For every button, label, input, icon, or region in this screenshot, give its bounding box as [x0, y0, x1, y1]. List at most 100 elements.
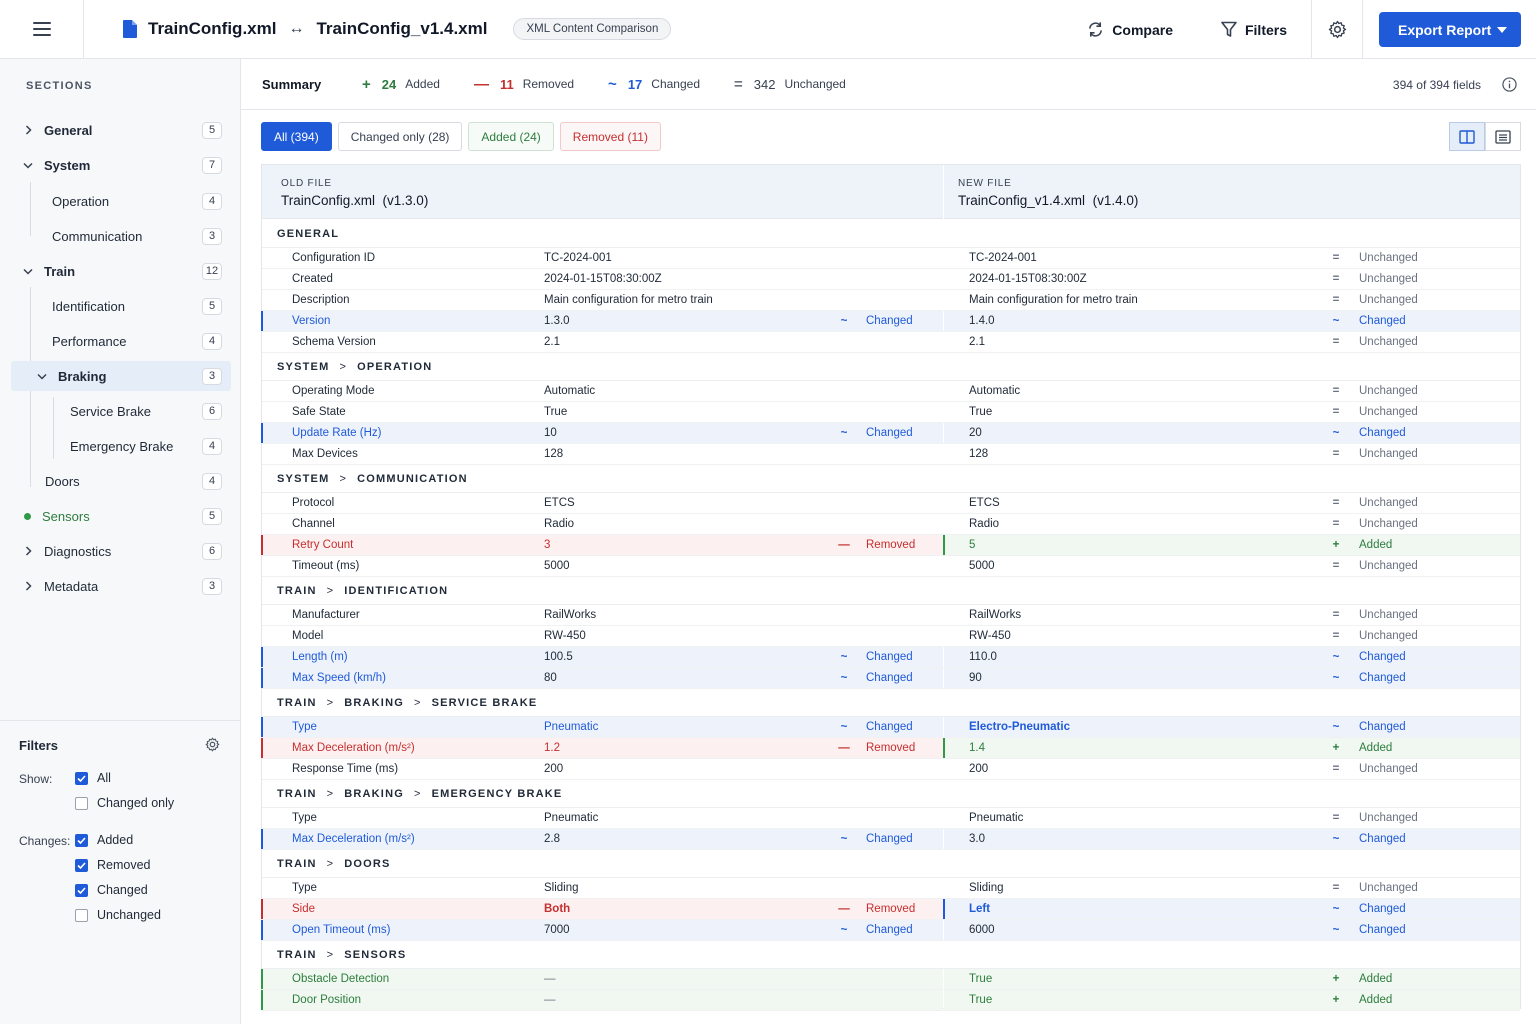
tab-all[interactable]: All (394) [261, 122, 332, 151]
diff-row[interactable]: Operating Mode Automatic Automatic = Unchang… [262, 381, 1520, 402]
new-value: RW-450 [969, 630, 1011, 642]
diff-row[interactable]: Response Time (ms) 200 200 = Unchanged [262, 759, 1520, 780]
field-name: Max Deceleration (m/s²) [292, 742, 415, 754]
refresh-icon [1089, 22, 1103, 37]
diff-row[interactable]: Open Timeout (ms) 7000 ~ Changed 6000 ~ Change… [261, 920, 1520, 941]
filter-removed[interactable]: Removed [75, 858, 151, 872]
sidebar-item-operation[interactable]: Operation 4 [11, 186, 231, 216]
diff-row[interactable]: Configuration ID TC-2024-001 TC-2024-001 = U… [262, 248, 1520, 269]
diff-row[interactable]: Obstacle Detection — True + Added [261, 969, 1520, 990]
sidebar-item-communication[interactable]: Communication 3 [11, 221, 231, 251]
sections-title: SECTIONS [26, 80, 93, 92]
sidebar-item-general[interactable]: General 5 [11, 115, 231, 145]
split-view-button[interactable] [1449, 122, 1485, 151]
change-marker [261, 311, 263, 331]
change-marker [261, 738, 263, 758]
stat-added[interactable]: + 24 Added [362, 75, 440, 93]
compare-button[interactable]: Compare [1063, 0, 1197, 59]
sidebar-item-identification[interactable]: Identification 5 [11, 291, 231, 321]
count-badge: 4 [202, 332, 222, 350]
old-value: Radio [544, 518, 575, 530]
sidebar-item-braking[interactable]: Braking 3 [11, 361, 231, 391]
unchanged-symbol-icon: = [1332, 273, 1340, 285]
gear-icon[interactable] [205, 737, 220, 752]
filter-show-all[interactable]: All [75, 771, 111, 785]
section-path-part: SYSTEM [277, 360, 330, 373]
new-status: Changed [1359, 721, 1406, 733]
sidebar-item-train[interactable]: Train 12 [11, 256, 231, 286]
new-value: 128 [969, 448, 989, 460]
unified-view-button[interactable] [1485, 122, 1521, 151]
filter-unchanged[interactable]: Unchanged [75, 908, 161, 922]
row-highlight [262, 969, 943, 989]
diff-row[interactable]: Max Deceleration (m/s²) 1.2 — Removed 1.4 + Ad… [261, 738, 1520, 759]
menu-button[interactable] [0, 0, 84, 59]
row-highlight [262, 311, 943, 331]
diff-row[interactable]: Max Deceleration (m/s²) 2.8 ~ Changed 3.0 ~ Ch… [261, 829, 1520, 850]
diff-row[interactable]: Timeout (ms) 5000 5000 = Unchanged [262, 556, 1520, 577]
diff-row[interactable]: Safe State True True = Unchanged [262, 402, 1520, 423]
field-name: Retry Count [292, 539, 354, 551]
diff-row[interactable]: Retry Count 3 — Removed 5 + Added [261, 535, 1520, 556]
old-status: Removed [866, 539, 916, 551]
diff-row[interactable]: Schema Version 2.1 2.1 = Unchanged [262, 332, 1520, 353]
diff-row[interactable]: Protocol ETCS ETCS = Unchanged [262, 493, 1520, 514]
change-marker [261, 829, 263, 849]
filter-changed[interactable]: Changed [75, 883, 148, 897]
diff-row[interactable]: Channel Radio Radio = Unchanged [262, 514, 1520, 535]
sidebar-item-sensors[interactable]: Sensors 5 [11, 501, 231, 531]
chevron-right-icon [25, 125, 32, 135]
new-value: 200 [969, 763, 989, 775]
diff-row[interactable]: Description Main configuration for metro … [262, 290, 1520, 311]
sidebar-item-emergency-brake[interactable]: Emergency Brake 4 [11, 431, 231, 461]
section-path-part: SENSORS [344, 948, 407, 961]
stat-removed[interactable]: — 11 Removed [473, 75, 575, 93]
diff-row[interactable]: Max Speed (km/h) 80 ~ Changed 90 ~ Changed [261, 668, 1520, 689]
field-name: Type [292, 882, 317, 894]
minus-icon: — [473, 75, 489, 93]
new-value: 6000 [969, 924, 995, 936]
row-highlight [944, 717, 1520, 737]
unchanged-symbol-icon: = [1332, 763, 1340, 775]
stat-unchanged[interactable]: = 342 Unchanged [734, 75, 846, 93]
diff-row[interactable]: Length (m) 100.5 ~ Changed 110.0 ~ Changed [261, 647, 1520, 668]
changed-symbol-icon: ~ [1332, 427, 1340, 439]
diff-row[interactable]: Type Sliding Sliding = Unchanged [262, 878, 1520, 899]
stat-changed[interactable]: ~ 17 Changed [608, 75, 700, 93]
diff-row[interactable]: Manufacturer RailWorks RailWorks = Unchanged [262, 605, 1520, 626]
info-icon[interactable] [1502, 77, 1517, 92]
diff-row[interactable]: Model RW-450 RW-450 = Unchanged [262, 626, 1520, 647]
list-view-icon [1495, 129, 1511, 144]
filter-icon [1221, 21, 1237, 37]
diff-row[interactable]: Side Both — Removed Left ~ Changed [261, 899, 1520, 920]
sidebar-item-doors[interactable]: Doors 4 [11, 466, 231, 496]
diff-row[interactable]: Update Rate (Hz) 10 ~ Changed 20 ~ Changed [261, 423, 1520, 444]
tab-added[interactable]: Added (24) [468, 122, 554, 151]
sidebar-item-diagnostics[interactable]: Diagnostics 6 [11, 536, 231, 566]
diff-row[interactable]: Version 1.3.0 ~ Changed 1.4.0 ~ Changed [261, 311, 1520, 332]
field-name: Obstacle Detection [292, 973, 390, 985]
filters-button[interactable]: Filters [1197, 0, 1311, 59]
tab-changed-only[interactable]: Changed only (28) [337, 122, 463, 151]
diff-row[interactable]: Max Devices 128 128 = Unchanged [262, 444, 1520, 465]
sidebar-item-performance[interactable]: Performance 4 [11, 326, 231, 356]
filter-show-changed-only[interactable]: Changed only [75, 796, 174, 810]
export-report-button[interactable]: Export Report [1379, 12, 1521, 47]
sidebar-item-service-brake[interactable]: Service Brake 6 [11, 396, 231, 426]
row-highlight [262, 990, 943, 1010]
old-file-header: OLD FILE TrainConfig.xml (v1.3.0) [262, 165, 943, 219]
diff-table: OLD FILE TrainConfig.xml (v1.3.0) NEW FI… [261, 164, 1521, 1011]
new-value: RailWorks [969, 609, 1022, 621]
filter-added[interactable]: Added [75, 833, 133, 847]
sidebar-item-metadata[interactable]: Metadata 3 [11, 571, 231, 601]
changed-symbol-icon: ~ [1332, 672, 1340, 684]
filters-title: Filters [19, 738, 59, 753]
diff-row[interactable]: Door Position — True + Added [261, 990, 1520, 1011]
chevron-down-icon [23, 162, 33, 169]
diff-row[interactable]: Type Pneumatic Pneumatic = Unchanged [262, 808, 1520, 829]
diff-row[interactable]: Created 2024-01-15T08:30:00Z 2024-01-15T08… [262, 269, 1520, 290]
settings-button[interactable] [1311, 0, 1363, 59]
diff-row[interactable]: Type Pneumatic ~ Changed Electro-Pneumatic ~ C… [261, 717, 1520, 738]
tab-removed[interactable]: Removed (11) [559, 122, 661, 151]
sidebar-item-system[interactable]: System 7 [11, 150, 231, 180]
